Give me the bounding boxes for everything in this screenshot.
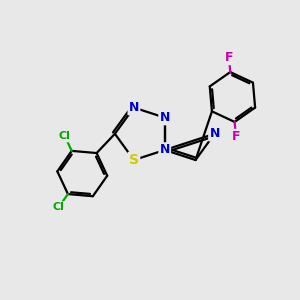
Text: N: N	[160, 111, 170, 124]
Text: N: N	[160, 143, 170, 157]
Text: Cl: Cl	[53, 202, 64, 212]
Text: N: N	[129, 101, 139, 114]
Text: F: F	[232, 130, 240, 143]
Text: Cl: Cl	[59, 131, 71, 141]
Text: S: S	[129, 153, 139, 167]
Text: F: F	[225, 51, 233, 64]
Text: N: N	[209, 127, 220, 140]
